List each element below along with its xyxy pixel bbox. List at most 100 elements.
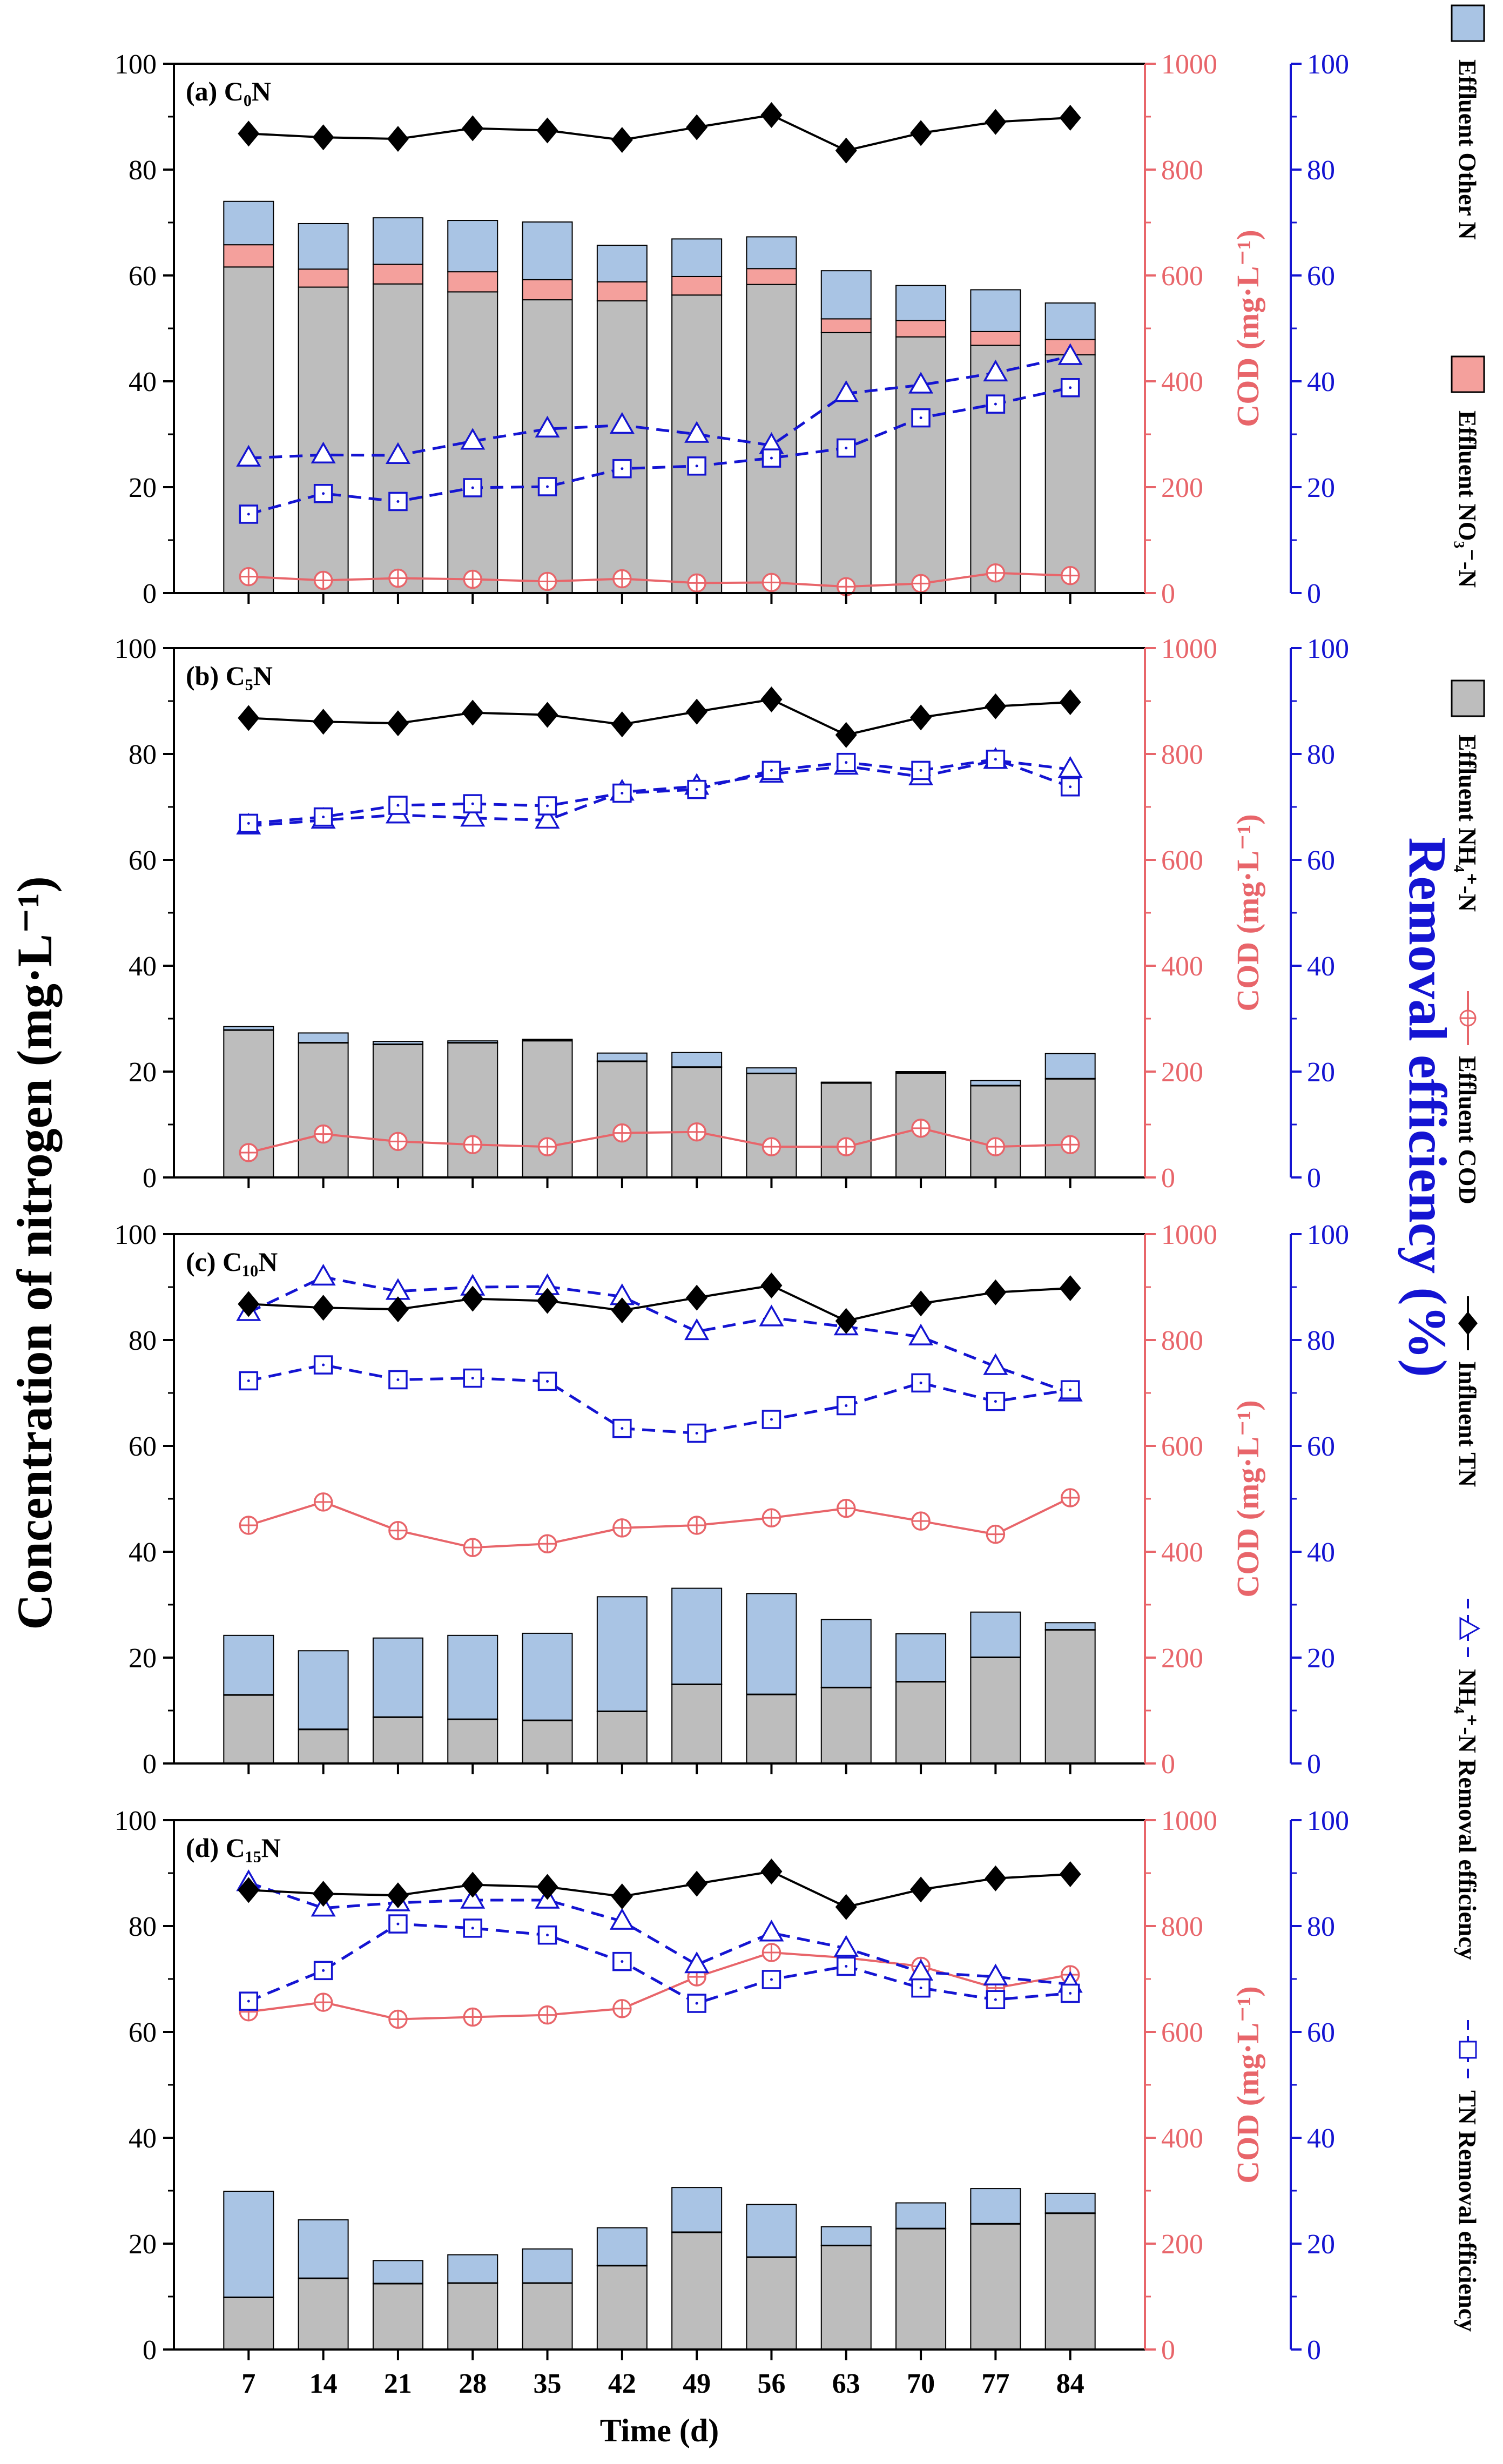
cod-point-cross xyxy=(987,564,1005,582)
legend-label-cod: Effluent COD xyxy=(1454,1056,1481,1204)
left-tick-label: 80 xyxy=(129,739,157,770)
tn-point xyxy=(835,1894,857,1920)
panel-3: 0204060801000200400600800100002040608010… xyxy=(114,1806,1349,2399)
tn-point xyxy=(611,1883,633,1910)
tn-point xyxy=(1059,1275,1081,1301)
legend-label-nh4eff: NH₄⁺-N Removal efficiency xyxy=(1454,1669,1481,1960)
nh4eff-point xyxy=(1057,343,1083,365)
tn-point xyxy=(985,1279,1007,1305)
bar-other xyxy=(298,223,349,270)
legend-swatch-other xyxy=(1451,4,1485,42)
tneff-point-dot xyxy=(247,513,250,516)
eff-tick-label: 0 xyxy=(1307,578,1321,609)
cod-point-cross xyxy=(613,1124,631,1142)
cod-tick-label: 800 xyxy=(1161,1911,1203,1942)
tneff-point-dot xyxy=(621,1960,624,1963)
bar-other xyxy=(223,2190,274,2298)
tneff-point-dot xyxy=(1069,1388,1072,1391)
tn-point xyxy=(536,1874,558,1900)
eff-tick-label: 60 xyxy=(1307,845,1335,876)
tn-point xyxy=(462,699,484,726)
tn-point xyxy=(238,1877,260,1903)
cod-point-cross xyxy=(464,1539,482,1557)
left-tick-label: 40 xyxy=(129,367,157,398)
left-tick-label: 0 xyxy=(143,578,157,609)
tneff-point-dot xyxy=(1069,785,1072,789)
tneff-point-dot xyxy=(471,486,474,489)
tn-point xyxy=(835,1308,857,1334)
eff-tick-label: 100 xyxy=(1307,49,1349,80)
tn-point xyxy=(462,1871,484,1898)
tn-point xyxy=(760,686,783,713)
bar-other xyxy=(447,2254,498,2284)
bar-other xyxy=(447,1634,498,1720)
bar-nh4 xyxy=(447,1042,498,1178)
cod-line xyxy=(248,571,1070,588)
legend-swatch-tneff xyxy=(1459,2041,1477,2059)
bar-nh4 xyxy=(970,1085,1021,1178)
cod-point-cross xyxy=(688,574,706,592)
x-tick-label: 35 xyxy=(534,2368,562,2399)
bar-nh4 xyxy=(298,1042,349,1178)
tneff-point-dot xyxy=(770,1418,773,1421)
tneff-point-dot xyxy=(546,1934,549,1937)
tn-point xyxy=(462,1285,484,1312)
left-tick-label: 0 xyxy=(143,2335,157,2366)
bar-other xyxy=(970,1080,1021,1086)
legend-item-cod: Effluent COD xyxy=(1454,991,1481,1204)
bar-other xyxy=(746,2204,797,2258)
cod-tick-label: 400 xyxy=(1161,1537,1203,1568)
x-tick-label: 7 xyxy=(241,2368,255,2399)
tneff-point-dot xyxy=(396,1378,400,1381)
left-tick-label: 100 xyxy=(114,1806,157,1836)
left-tick-label: 20 xyxy=(129,1643,157,1674)
tn-point xyxy=(387,1296,409,1323)
tn-point xyxy=(312,124,334,151)
cod-point-cross xyxy=(688,1123,706,1141)
cod-tick-label: 1000 xyxy=(1161,1806,1217,1836)
nh4eff-point xyxy=(759,1304,784,1327)
eff-tick-label: 40 xyxy=(1307,2123,1335,2154)
left-tick-label: 40 xyxy=(129,1537,157,1568)
nh4eff-point xyxy=(535,415,560,437)
bar-no3 xyxy=(223,244,274,268)
cod-point-cross xyxy=(464,1136,482,1154)
bar-other xyxy=(671,2187,723,2233)
tn-point xyxy=(686,114,708,140)
left-tick-label: 0 xyxy=(143,1163,157,1194)
panel-title: (d) C₁₅N xyxy=(186,1833,281,1863)
tneff-point-dot xyxy=(695,788,698,791)
legend-swatch-no3 xyxy=(1451,355,1485,393)
tn-point xyxy=(1059,689,1081,715)
bar-no3 xyxy=(820,318,872,333)
tn-point xyxy=(910,1876,932,1903)
bar-other xyxy=(522,2248,573,2284)
nh4eff-point xyxy=(311,1263,336,1286)
cod-line xyxy=(248,1497,1071,1549)
bar-other xyxy=(596,245,648,282)
legend: Effluent Other N Effluent NO₃⁻-N Effluent … xyxy=(1451,4,1485,2332)
cod-line xyxy=(248,1951,1071,2021)
cod-tick-label: 200 xyxy=(1161,1057,1203,1088)
x-tick-label: 56 xyxy=(757,2368,785,2399)
tneff-point-dot xyxy=(247,822,250,825)
bar-nh4 xyxy=(895,2228,947,2351)
bar-nh4 xyxy=(671,2232,723,2350)
eff-tick-label: 80 xyxy=(1307,739,1335,770)
cod-point-cross xyxy=(538,1535,556,1553)
eff-tick-label: 100 xyxy=(1307,1806,1349,1836)
eff-tick-label: 0 xyxy=(1307,2335,1321,2366)
bar-other xyxy=(372,2260,423,2284)
left-tick-label: 80 xyxy=(129,155,157,186)
cod-point-cross xyxy=(389,2010,407,2028)
tneff-point xyxy=(537,1371,557,1391)
tneff-point-dot xyxy=(845,761,848,764)
bar-nh4 xyxy=(746,2257,797,2350)
cod-point-cross xyxy=(389,1522,407,1539)
bar-other xyxy=(895,285,947,321)
legend-label-tn: Influent TN xyxy=(1454,1361,1481,1487)
tneff-point-dot xyxy=(919,416,922,420)
eff-tick-label: 100 xyxy=(1307,634,1349,664)
cod-tick-label: 400 xyxy=(1161,951,1203,982)
tneff-point-dot xyxy=(396,1922,400,1926)
